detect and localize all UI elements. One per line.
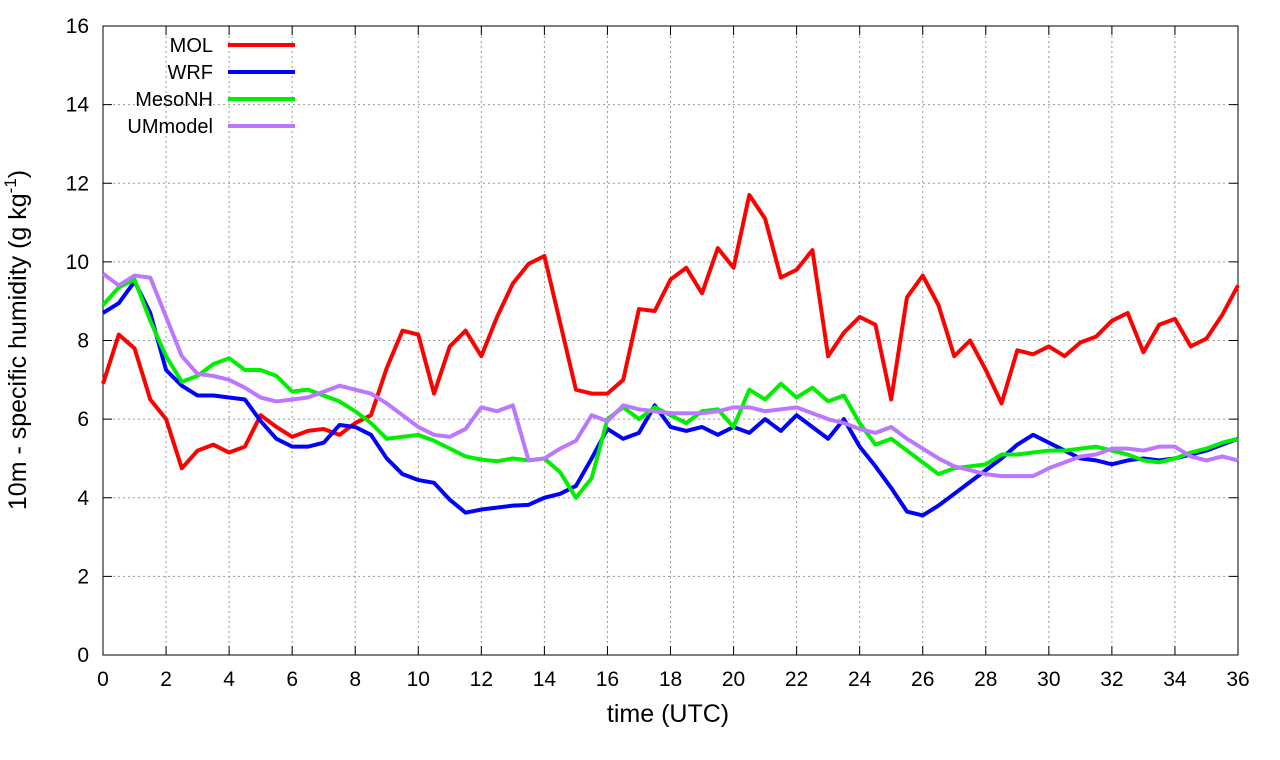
y-tick-label: 8	[77, 330, 89, 353]
x-tick-label: 12	[470, 668, 493, 691]
y-axis-label-main: 10m - specific humidity (g kg	[4, 193, 32, 510]
series-line	[101, 193, 1240, 471]
y-axis-label-sup: -1	[1, 178, 20, 193]
x-tick-label: 14	[533, 668, 557, 691]
legend-label: MesoNH	[135, 89, 213, 111]
y-tick-label: 12	[66, 172, 89, 195]
x-tick-label: 8	[349, 668, 361, 691]
series-line	[101, 272, 1239, 479]
y-axis-label: 10m - specific humidity (g kg-1)	[1, 170, 32, 510]
x-tick-label: 16	[596, 668, 619, 691]
x-tick-label: 4	[223, 668, 235, 691]
x-tick-label: 20	[722, 668, 745, 691]
legend-label: WRF	[167, 62, 213, 84]
x-axis-label: time (UTC)	[607, 700, 729, 728]
x-tick-label: 28	[974, 668, 997, 691]
x-tick-label: 18	[659, 668, 682, 691]
x-tick-label: 10	[407, 668, 430, 691]
x-tick-label: 22	[785, 668, 808, 691]
x-tick-label: 0	[97, 668, 109, 691]
x-tick-label: 24	[848, 668, 872, 691]
legend-label: UMmodel	[127, 116, 213, 138]
y-tick-label: 0	[77, 644, 89, 667]
y-tick-label: 16	[66, 15, 89, 38]
y-tick-label: 14	[66, 94, 90, 117]
x-tick-label: 6	[286, 668, 298, 691]
y-tick-label: 6	[77, 408, 89, 431]
x-tick-label: 2	[160, 668, 172, 691]
legend-label: MOL	[170, 35, 213, 57]
x-tick-label: 26	[911, 668, 934, 691]
y-tick-label: 10	[66, 251, 89, 274]
y-tick-label: 2	[77, 565, 89, 588]
y-axis-label-end: )	[4, 170, 32, 178]
x-tick-label: 34	[1163, 668, 1187, 691]
x-tick-label: 30	[1037, 668, 1060, 691]
x-tick-label: 36	[1226, 668, 1249, 691]
plot-frame	[102, 25, 1239, 656]
series-line	[101, 279, 1239, 518]
y-tick-label: 4	[77, 487, 89, 510]
x-tick-label: 32	[1100, 668, 1123, 691]
